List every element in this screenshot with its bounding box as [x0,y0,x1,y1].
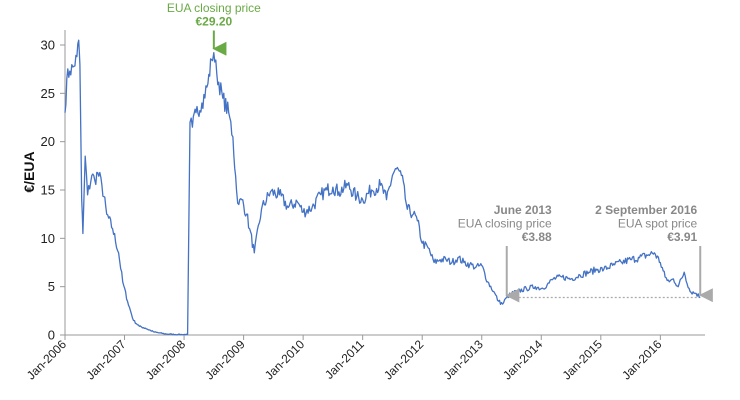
annotation-text: EUA closing price [167,1,261,15]
x-tick-label: Jan-2010 [262,337,308,383]
x-tick-label: Jan-2015 [560,337,606,383]
x-tick-label: Jan-2009 [202,337,248,383]
y-axis: 0 5 10 15 20 25 30 [41,30,66,343]
y-tick-label: 10 [41,231,55,246]
eua-price-series-line [64,39,701,336]
y-tick-label: 0 [48,328,55,343]
annotation-value: €3.88 [522,230,552,244]
y-tick-label: 25 [41,86,55,101]
annotation-text: 2 September 2016 [595,203,697,217]
y-axis-label: €/EUA [21,151,37,192]
x-tick-label: Jan-2007 [83,337,129,383]
annotation-text: EUA spot price [618,217,698,231]
x-tick-label: Jan-2008 [143,337,189,383]
y-tick-label: 5 [48,279,55,294]
annotation-value: €29.20 [195,15,232,29]
y-tick-label: 20 [41,134,55,149]
x-tick-label: Jan-2014 [500,337,546,383]
annotation-text: EUA closing price [458,217,552,231]
y-tick-label: 30 [41,38,55,53]
annotation-text: June 2013 [494,203,552,217]
x-tick-label: Jan-2012 [381,337,427,383]
x-tick-label: Jan-2011 [322,337,367,382]
annotation-value: €3.91 [667,230,697,244]
x-tick-label: Jan-2006 [24,337,70,383]
x-tick-label: Jan-2013 [441,337,487,383]
x-tick-label: Jan-2016 [619,337,665,383]
x-axis: Jan-2006 Jan-2007 Jan-2008 Jan-2009 Jan-2010… [24,334,705,383]
y-tick-label: 15 [41,183,55,198]
annotation-0: EUA closing price€29.20 [167,1,261,56]
